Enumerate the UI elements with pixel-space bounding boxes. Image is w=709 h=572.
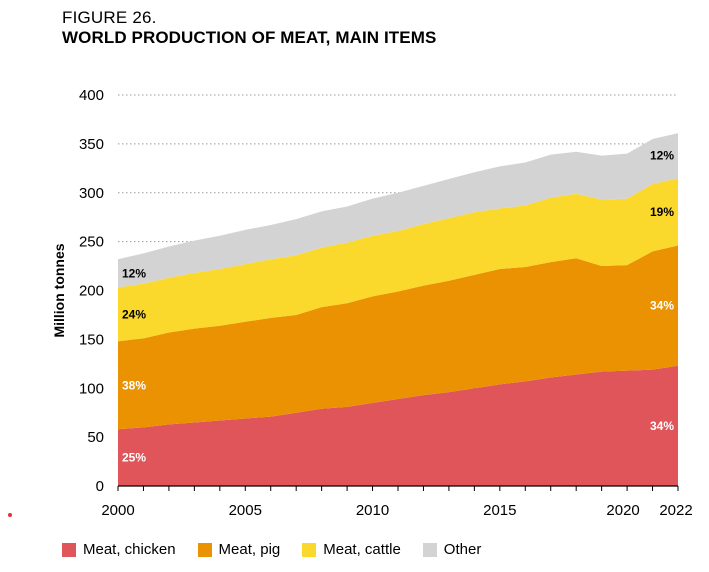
legend-label: Meat, cattle <box>323 541 401 558</box>
y-tick-label: 0 <box>96 478 104 495</box>
pct-label: 34% <box>650 419 674 433</box>
legend-label: Meat, pig <box>218 541 281 558</box>
legend-swatch <box>197 542 212 557</box>
legend-swatch <box>302 542 317 557</box>
y-tick-label: 50 <box>87 429 104 446</box>
y-tick-label: 350 <box>79 136 104 153</box>
x-tick-label: 2015 <box>483 502 516 519</box>
pct-label: 12% <box>122 266 146 280</box>
stacked-areas <box>118 133 678 486</box>
legend-swatch <box>62 542 76 557</box>
x-tick-label: 2005 <box>229 502 262 519</box>
legend-item-other: Other <box>422 541 482 558</box>
pct-label: 24% <box>122 307 146 321</box>
legend-label: Meat, chicken <box>83 541 176 558</box>
area-meat-chicken <box>118 365 678 486</box>
legend-swatch <box>422 542 437 557</box>
y-tick-label: 100 <box>79 380 104 397</box>
axes: 0 50 100 150 200 250 300 350 400 2000 2005 2010 2015… <box>79 87 693 519</box>
area-meat-pig <box>118 245 678 430</box>
chart-area: 0 50 100 150 200 250 300 350 400 2000 2005 2010 2015… <box>51 87 693 519</box>
pct-label: 12% <box>650 149 674 163</box>
legend-item-meat-cattle: Meat, cattle <box>302 541 401 558</box>
legend-item-meat-chicken: Meat, chicken <box>62 541 176 558</box>
x-tick-label: 2000 <box>101 502 134 519</box>
pct-label: 25% <box>122 451 146 465</box>
y-axis-label: Million tonnes <box>51 243 67 337</box>
bullet-marker <box>8 513 12 517</box>
legend-label: Other <box>443 541 482 558</box>
percentage-labels: 25% 38% 24% 12% 34% 34% 19% 12% <box>122 149 674 465</box>
y-tick-label: 200 <box>79 283 104 300</box>
x-tick-label: 2020 <box>606 502 639 519</box>
area-other <box>118 133 678 288</box>
x-tick-label: 2010 <box>356 502 389 519</box>
pct-label: 34% <box>650 299 674 313</box>
pct-label: 19% <box>650 205 674 219</box>
figure-label: FIGURE 26. <box>62 8 157 27</box>
chart-title: WORLD PRODUCTION OF MEAT, MAIN ITEMS <box>62 28 437 47</box>
y-tick-label: 150 <box>79 331 104 348</box>
pct-label: 38% <box>122 378 146 392</box>
y-tick-label: 300 <box>79 185 104 202</box>
y-tick-label: 400 <box>79 87 104 104</box>
legend: Meat, chicken Meat, pig Meat, cattle Other <box>62 541 503 558</box>
area-meat-cattle <box>118 178 678 342</box>
y-tick-label: 250 <box>79 234 104 251</box>
x-tick-label: 2022 <box>659 502 692 519</box>
legend-item-meat-pig: Meat, pig <box>197 541 281 558</box>
